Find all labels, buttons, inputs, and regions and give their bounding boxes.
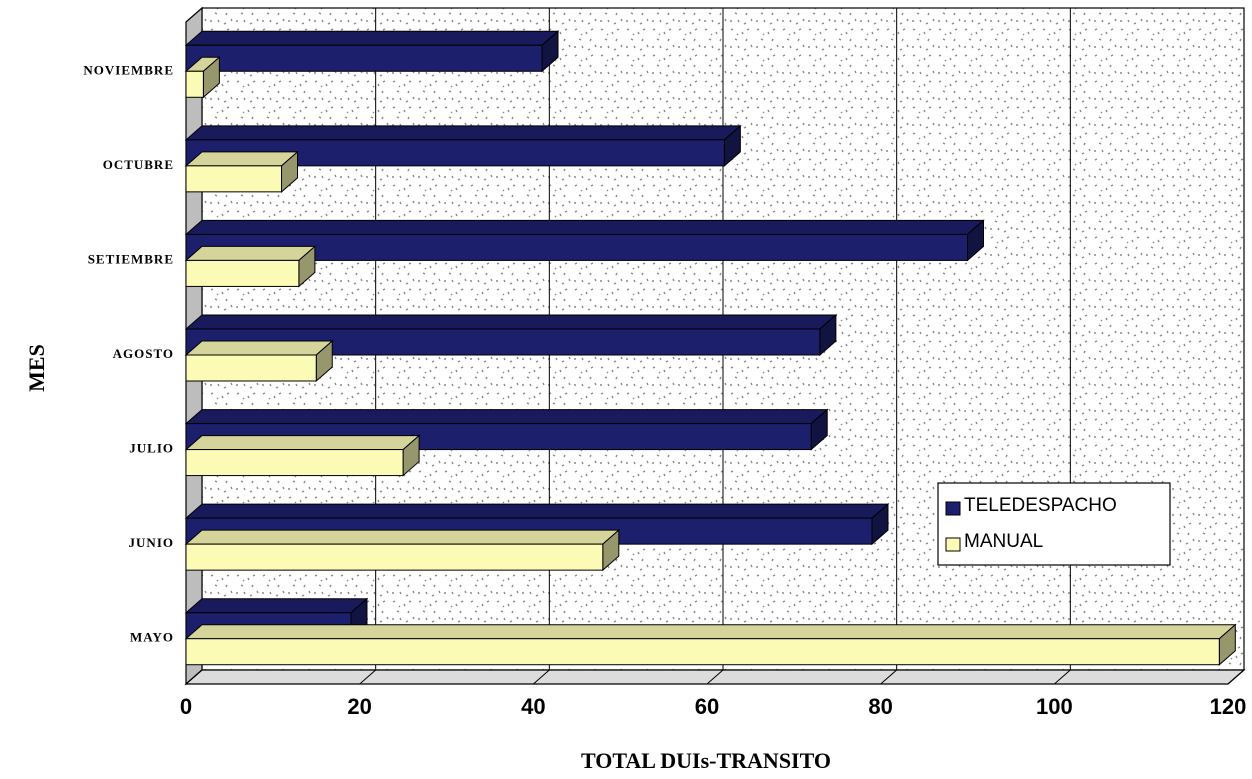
bar-manual-mayo [184,623,1237,666]
y-tick-label: JULIO [129,441,174,456]
floor-gridline [880,669,897,685]
floor-gridline [706,669,724,685]
x-tick-labels: 0 20 40 60 80 100 120 [180,694,1246,719]
floor-gridline [1227,669,1245,685]
bar-manual-noviembre [184,56,221,99]
x-tick-label: 60 [695,694,719,719]
x-tick-label: 120 [1210,694,1247,719]
bar-manual-agosto [184,339,334,383]
legend-swatch-manual [945,537,961,552]
legend-box [937,482,1171,566]
y-tick-label: JUNIO [129,535,174,550]
floor-gridline [533,669,550,685]
x-tick-label: 0 [180,694,192,719]
legend: TELEDESPACHO MANUAL [937,482,1171,566]
bars [184,30,1237,666]
bar-manual-octubre [184,150,299,193]
y-tick-label: MAYO [130,630,174,645]
y-tick-label: OCTUBRE [103,157,174,172]
x-axis-title: TOTAL DUIs-TRANSITO [581,748,831,773]
y-tick-label: SETIEMBRE [88,251,174,266]
floor-gridline [359,669,376,685]
y-tick-labels: NOVIEMBRE OCTUBRE SETIEMBRE AGOSTO JULIO JUNI… [83,62,174,645]
x-tick-label: 100 [1036,694,1073,719]
bar-teledespacho-noviembre [184,30,560,73]
x-tick-label: 80 [868,694,892,719]
legend-label-teledespacho: TELEDESPACHO [964,495,1117,516]
floor-gridline [185,669,203,685]
bar-manual-setiembre [184,245,317,288]
y-axis-title: MES [24,344,49,392]
y-tick-label: NOVIEMBRE [83,62,174,77]
bar-manual-julio [184,434,421,477]
y-tick-label: AGOSTO [113,346,174,361]
x-tick-label: 40 [521,694,545,719]
bar-teledespacho-setiembre [184,219,985,262]
bar-manual-junio [184,529,621,572]
x-tick-label: 20 [347,694,371,719]
legend-swatch-teledespacho [945,501,961,516]
floor-gridline [1054,669,1071,685]
legend-label-manual: MANUAL [964,531,1043,552]
